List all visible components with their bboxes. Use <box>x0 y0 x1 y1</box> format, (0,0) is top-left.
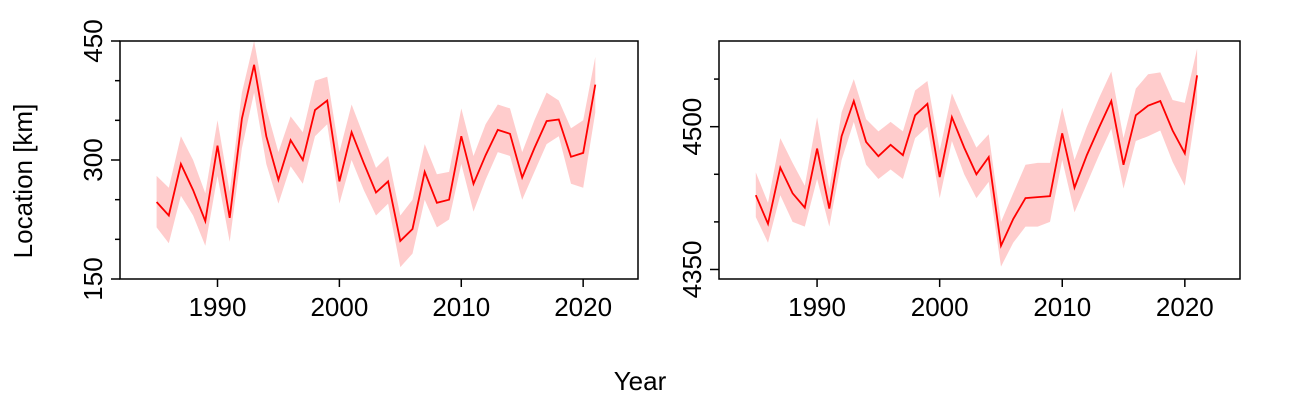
x-tick-label: 2000 <box>911 292 969 322</box>
panel-left: 1990 2000 2010 2020 150 300 450 <box>78 19 639 322</box>
x-tick-label: 2010 <box>432 292 490 322</box>
y-tick-label: 150 <box>78 257 108 300</box>
x-tick-label: 2000 <box>310 292 368 322</box>
panel-right: 1990 2000 2010 2020 4350 4500 <box>677 40 1241 322</box>
y-tick-label: 4500 <box>677 98 707 156</box>
y-tick-label: 4350 <box>677 241 707 299</box>
series-line <box>155 64 597 243</box>
x-tick-label: 2010 <box>1033 292 1091 322</box>
series-line <box>754 75 1198 249</box>
y-tick-label: 300 <box>78 138 108 181</box>
x-tick-label: 2020 <box>1156 292 1214 322</box>
y-axis-label: Location [km] <box>8 104 38 259</box>
plot-frame <box>718 40 1241 280</box>
x-axis-label: Year <box>614 366 667 396</box>
y-tick-label: 450 <box>78 19 108 62</box>
plot-frame <box>119 40 639 280</box>
x-tick-label: 1990 <box>189 292 247 322</box>
x-tick-label: 1990 <box>788 292 846 322</box>
confidence-band <box>156 41 596 268</box>
confidence-band <box>755 48 1198 267</box>
x-tick-label: 2020 <box>554 292 612 322</box>
